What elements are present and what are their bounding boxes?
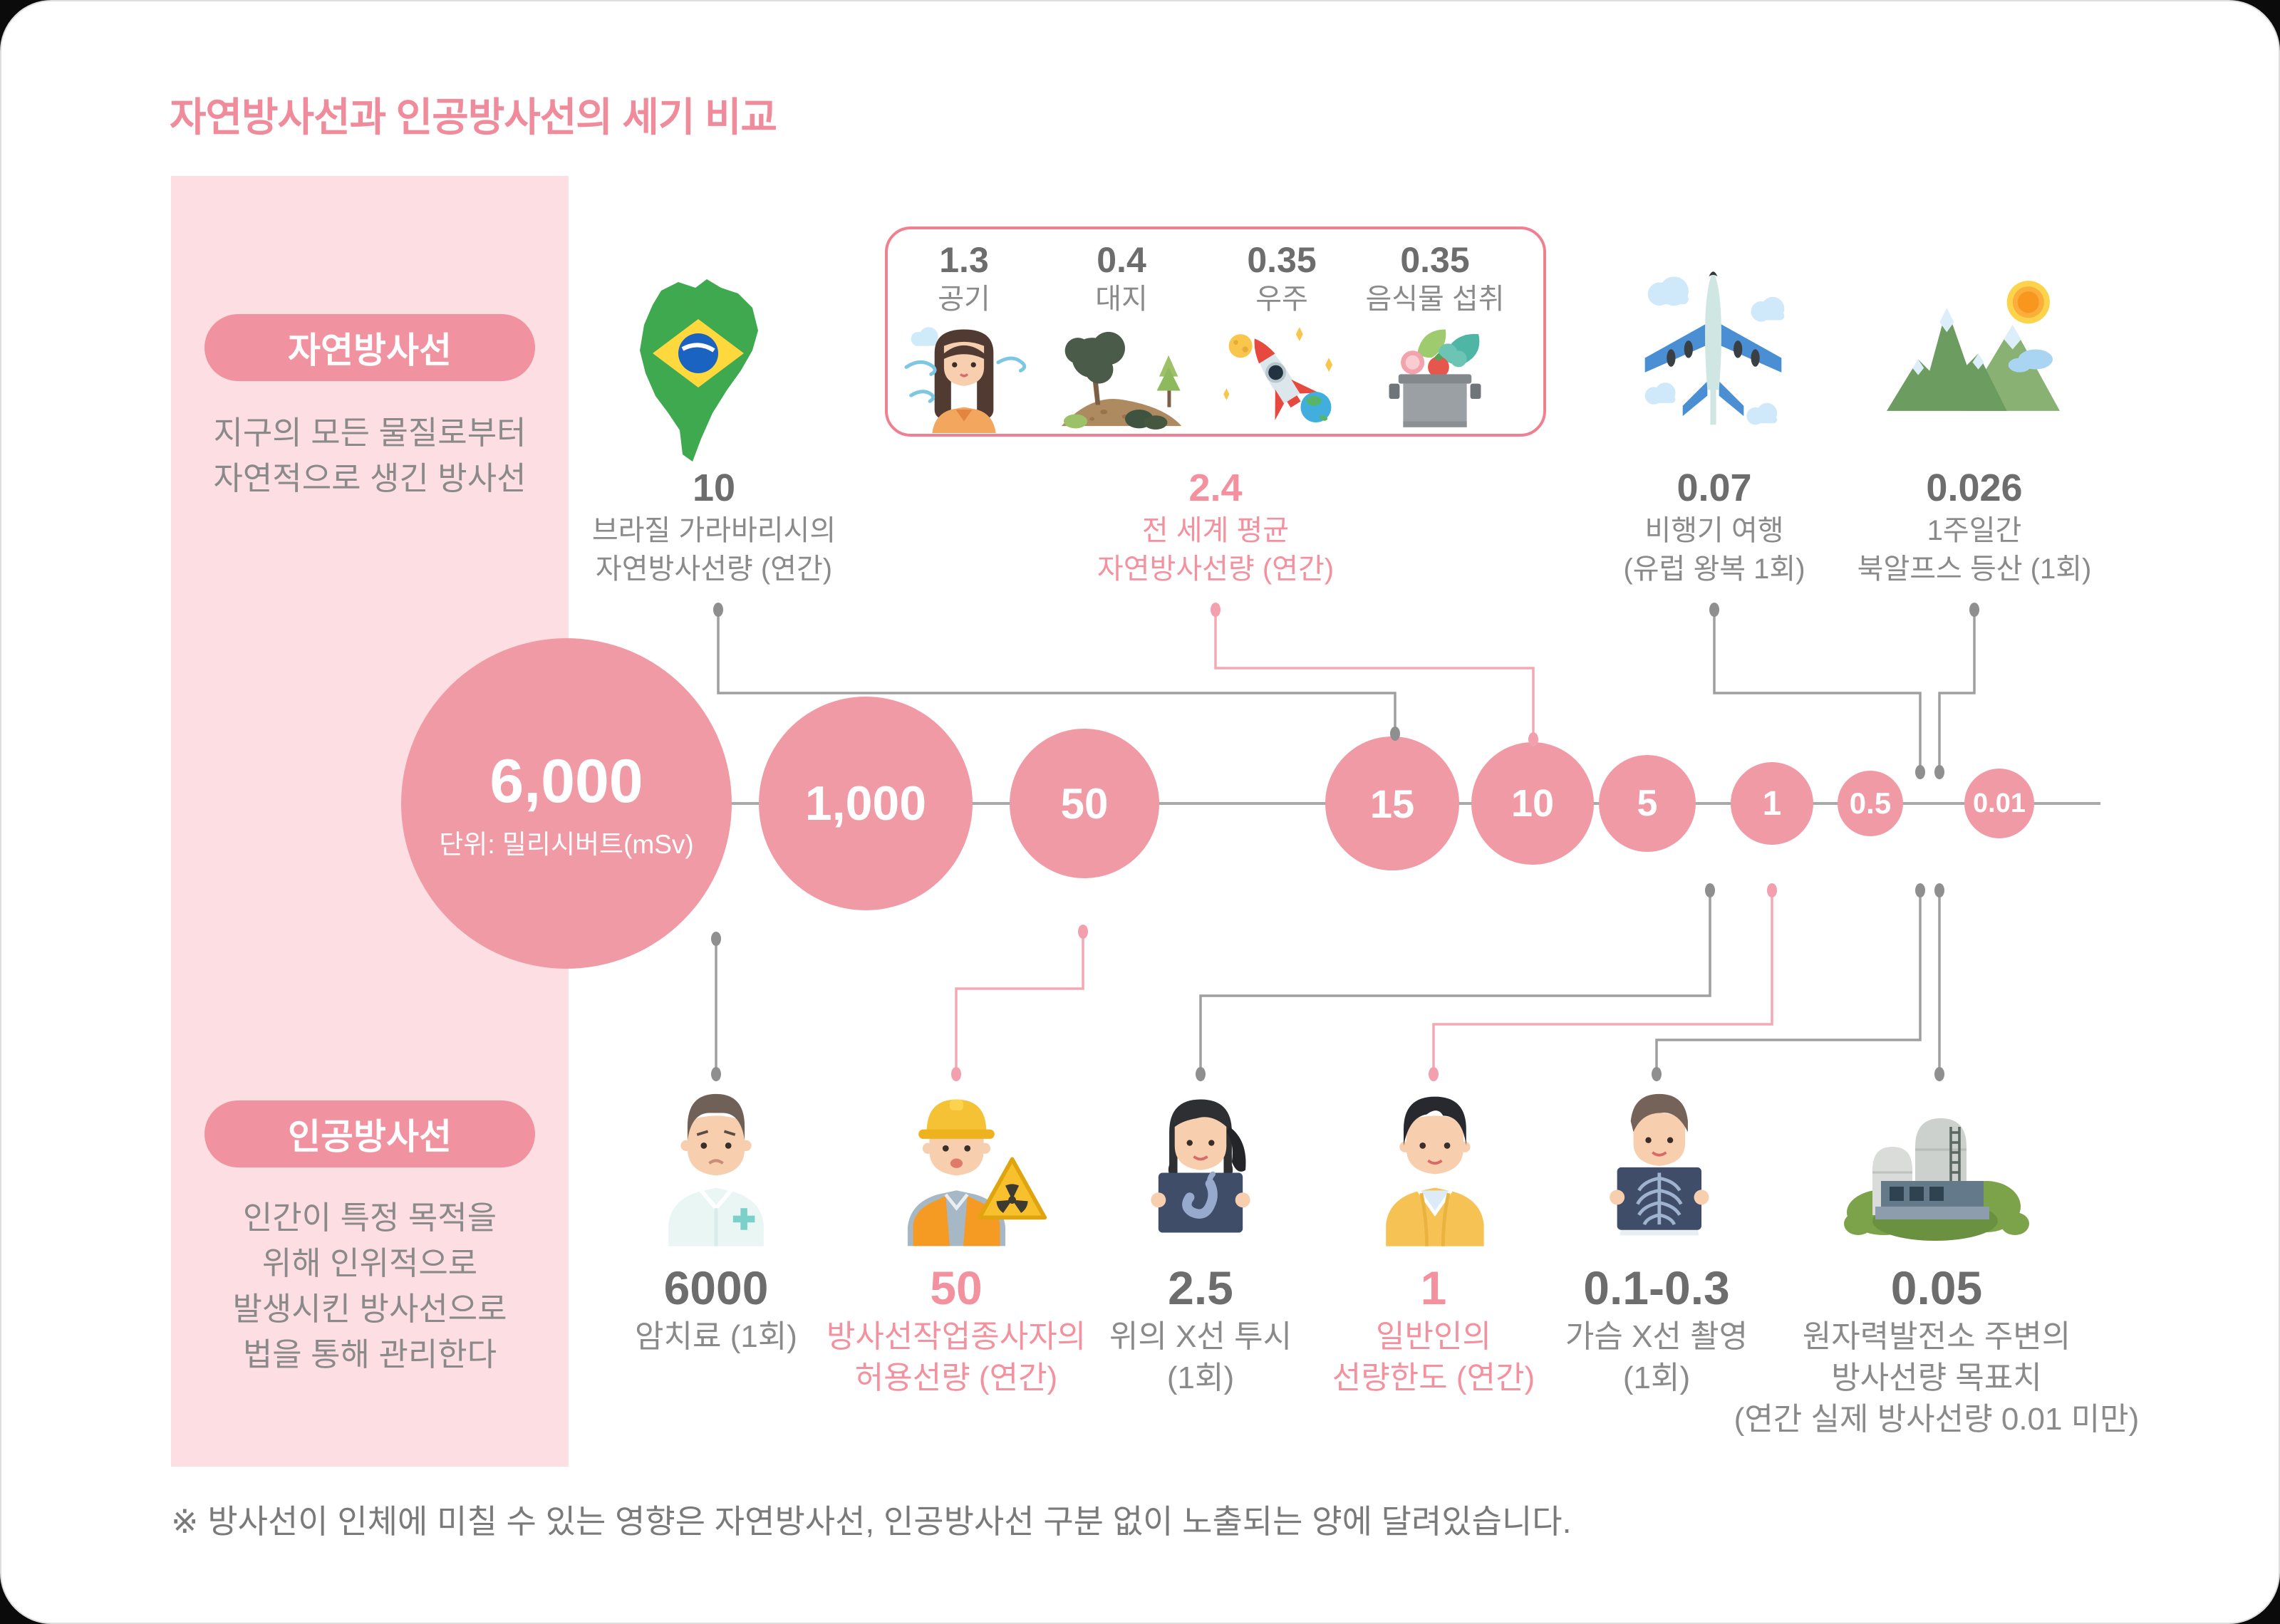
artificial-radiation-badge: 인공방사선: [204, 1100, 535, 1167]
natural-radiation-badge: 자연방사선: [204, 314, 535, 381]
stat-radiation-worker: 50 방사선작업종사자의 허용선량 (연간): [826, 1261, 1087, 1395]
stat-brazil: 10 브라질 가라바리시의 자연방사선량 (연간): [591, 467, 836, 585]
source-space: 0.35 우주: [1247, 240, 1317, 315]
scale-unit-label: 단위: 밀리시버트(mSv): [439, 829, 694, 859]
stat-chest-xray: 0.1-0.3 가슴 X선 촬영 (1회): [1565, 1261, 1748, 1395]
source-food: 0.35 음식물 섭취: [1365, 240, 1505, 315]
bubble-0-01: 0.01: [1964, 769, 2034, 838]
stomach-xray-icon: [1126, 1086, 1275, 1246]
bubble-0-5: 0.5: [1838, 771, 1903, 836]
nuclear-plant-icon: [1844, 1090, 2029, 1244]
natural-radiation-label: 자연방사선: [288, 330, 452, 370]
natural-radiation-description: 지구의 모든 물질로부터 자연적으로 생긴 방사선: [213, 415, 527, 496]
stat-world-average: 2.4 전 세계 평균 자연방사선량 (연간): [1097, 467, 1335, 585]
footnote: ※ 방사선이 인체에 미칠 수 있는 영향은 자연방사선, 인공방사선 구분 없…: [171, 1503, 1572, 1540]
stat-public-limit: 1 일반인의 선량한도 (연간): [1332, 1261, 1535, 1395]
food-pot-icon: [1367, 318, 1503, 433]
stat-stomach-xray: 2.5 위의 X선 투시 (1회): [1109, 1261, 1292, 1395]
artificial-radiation-label: 인공방사선: [288, 1117, 452, 1157]
bubble-1: 1: [1731, 762, 1813, 845]
radiation-worker-icon: [878, 1086, 1049, 1246]
bubble-15: 15: [1325, 736, 1459, 870]
artificial-radiation-description: 인간이 특정 목적을 위해 인위적으로 발생시킨 방사선으로 법을 통해 관리한…: [232, 1199, 507, 1373]
bubble-1000: 1,000: [759, 697, 973, 910]
general-person-icon: [1359, 1086, 1508, 1246]
bubble-5: 5: [1599, 755, 1696, 852]
source-air: 1.3 공기: [938, 240, 990, 315]
stat-alps-hiking: 0.026 1주일간 북알프스 등산 (1회): [1857, 467, 2092, 585]
mountain-icon: [1887, 271, 2061, 431]
bubble-50: 50: [1010, 729, 1159, 878]
space-rocket-icon: [1214, 318, 1349, 433]
page-title: 자연방사선과 인공방사선의 세기 비교: [170, 95, 777, 140]
brazil-map-icon: [621, 268, 771, 474]
bubble-10: 10: [1471, 742, 1594, 865]
stat-nuclear-plant: 0.05 원자력발전소 주변의 방사선량 목표치 (연간 실제 방사선량 0.0…: [1734, 1261, 2140, 1437]
stat-flight: 0.07 비행기 여행 (유럽 왕복 1회): [1623, 467, 1805, 585]
source-earth: 0.4 대지: [1095, 240, 1148, 315]
airplane-icon: [1633, 262, 1793, 451]
land-trees-icon: [1054, 318, 1189, 433]
cancer-patient-icon: [641, 1086, 791, 1246]
girl-wind-icon: [896, 318, 1032, 433]
bubble-6000: 6,000 단위: 밀리시버트(mSv): [401, 638, 732, 969]
stat-cancer-treatment: 6000 암치료 (1회): [635, 1261, 797, 1354]
chest-xray-icon: [1582, 1086, 1731, 1246]
